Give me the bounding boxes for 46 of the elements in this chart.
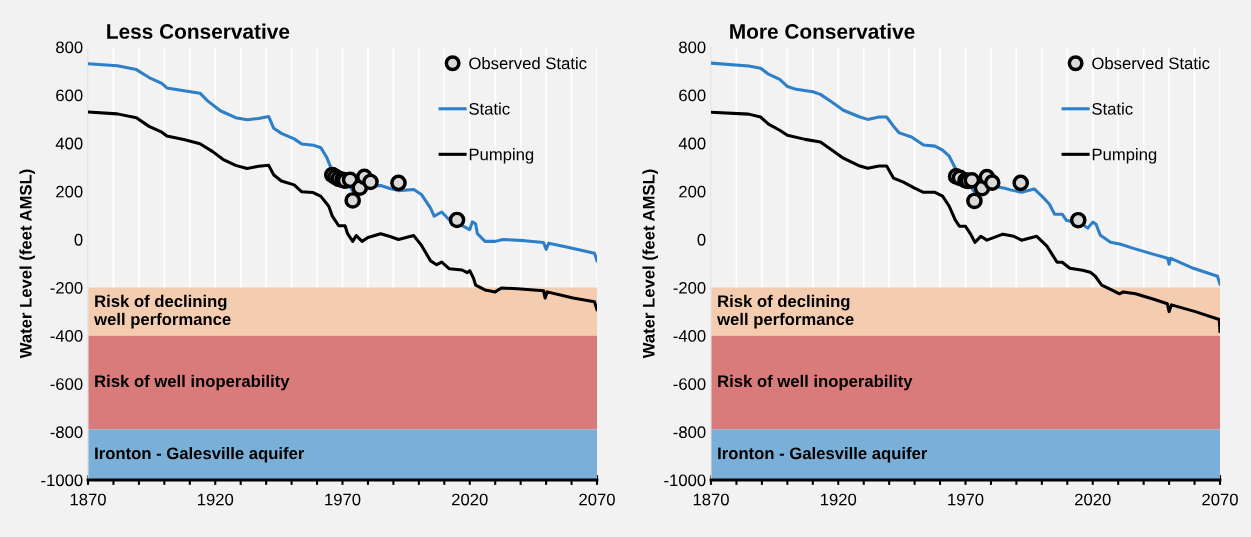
band-label: Ironton - Galesville aquifer — [718, 446, 928, 463]
legend-label: Pumping — [469, 148, 534, 164]
band-label: Ironton - Galesville aquifer — [95, 446, 305, 463]
y-tick-label: -800 — [673, 426, 706, 439]
x-tick-label: 1870 — [70, 493, 106, 506]
x-tick-label: 1970 — [325, 493, 361, 506]
y-tick-label: 800 — [56, 41, 83, 54]
x-tick-label: 1920 — [820, 493, 857, 506]
y-tick-label: -200 — [673, 281, 706, 294]
y-tick-label: 0 — [697, 233, 706, 246]
y-tick-label: 200 — [679, 185, 706, 198]
y-tick-label: -200 — [50, 281, 83, 294]
y-tick-label: 0 — [74, 233, 83, 246]
x-tick-label: 1970 — [948, 493, 984, 506]
band-label: Risk of well inoperability — [718, 374, 913, 391]
y-tick-label: -800 — [50, 426, 83, 439]
y-axis-title: Water Level (feet AMSL) — [19, 169, 35, 359]
x-tick-label: 2020 — [1075, 493, 1111, 506]
y-tick-label: 400 — [55, 137, 83, 150]
chart-title: Less Conservative — [107, 23, 290, 39]
y-tick-label: -400 — [673, 330, 706, 342]
y-tick-label: 600 — [56, 89, 83, 102]
y-tick-label: -400 — [50, 330, 83, 342]
legend-label: Static — [1092, 102, 1133, 115]
legend-label: Pumping — [1092, 148, 1157, 164]
y-tick-label: 200 — [56, 185, 83, 198]
y-axis-title: Water Level (feet AMSL) — [642, 169, 658, 359]
x-tick-label: 2070 — [1202, 493, 1238, 506]
y-tick-label: -600 — [673, 378, 706, 390]
y-tick-label: 800 — [679, 41, 706, 54]
chart-title: More Conservative — [730, 23, 915, 39]
y-tick-label: -1000 — [41, 474, 83, 487]
y-tick-label: -600 — [50, 378, 83, 390]
x-tick-label: 1870 — [693, 493, 729, 506]
y-tick-label: -1000 — [664, 474, 706, 487]
y-tick-label: 400 — [678, 137, 706, 150]
x-tick-label: 2020 — [452, 493, 488, 506]
band-label: Risk of declining well performance — [94, 294, 231, 329]
band-label: Risk of well inoperability — [95, 374, 290, 391]
y-tick-label: 600 — [679, 89, 706, 102]
band-label: Risk of declining well performance — [717, 294, 854, 329]
x-tick-label: 2070 — [579, 493, 615, 506]
legend-label: Observed Static — [469, 57, 587, 70]
x-tick-label: 1920 — [197, 493, 234, 506]
legend-label: Observed Static — [1092, 57, 1210, 70]
legend-label: Static — [469, 102, 510, 115]
